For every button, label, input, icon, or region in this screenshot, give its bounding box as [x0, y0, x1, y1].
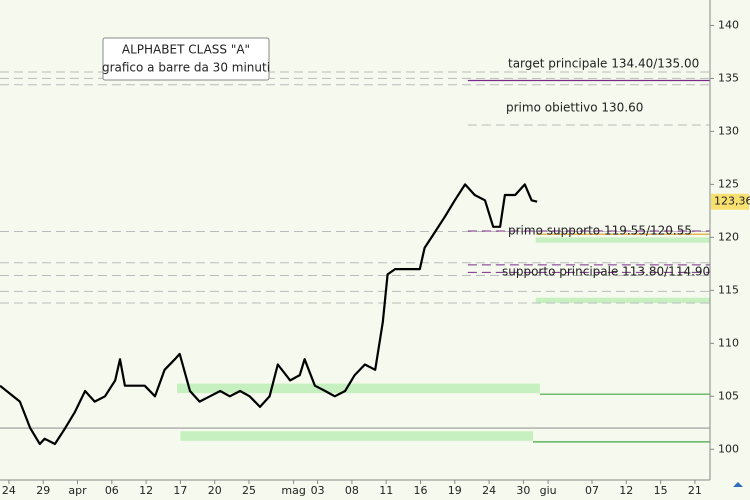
- zone: [180, 431, 534, 441]
- x-tick-label: 12: [619, 484, 633, 497]
- x-tick-label: 11: [379, 484, 393, 497]
- x-tick-label: 08: [345, 484, 359, 497]
- chart-title: ALPHABET CLASS "A": [122, 43, 250, 57]
- title-box: [102, 37, 270, 81]
- x-tick-label: 12: [139, 484, 153, 497]
- x-tick-label: giu: [540, 484, 557, 497]
- x-tick-label: 29: [36, 484, 50, 497]
- x-tick-label: 06: [105, 484, 119, 497]
- x-tick-label: apr: [68, 484, 87, 497]
- last-price-label: 123,36: [714, 195, 750, 208]
- annotation: target principale 134.40/135.00: [508, 57, 699, 71]
- annotation: primo supporto 119.55/120.55: [508, 224, 692, 238]
- y-tick-label: 115: [718, 283, 739, 296]
- axis-background: [0, 480, 710, 500]
- x-tick-label: 24: [482, 484, 496, 497]
- x-tick-label: 25: [242, 484, 256, 497]
- x-tick-label: 15: [654, 484, 668, 497]
- zone: [535, 297, 710, 304]
- y-tick-label: 100: [718, 442, 739, 455]
- annotation: supporto principale 113.80/114.90: [502, 265, 710, 279]
- x-tick-label: 21: [688, 484, 702, 497]
- price-line: [0, 183, 538, 446]
- y-tick-label: 140: [718, 18, 739, 31]
- x-tick-label: mag: [281, 484, 305, 497]
- axis-background: [710, 0, 750, 500]
- zone: [535, 237, 710, 243]
- x-tick-label: 20: [208, 484, 222, 497]
- annotation: primo obiettivo 130.60: [506, 101, 643, 115]
- x-tick-label: 16: [414, 484, 428, 497]
- scroll-button[interactable]: [733, 482, 743, 487]
- y-tick-label: 105: [718, 389, 739, 402]
- zone: [176, 383, 540, 394]
- y-tick-label: 135: [718, 71, 739, 84]
- x-tick-label: 30: [516, 484, 530, 497]
- last-price-box: [711, 193, 749, 210]
- x-tick-label: 07: [585, 484, 599, 497]
- x-tick-label: 17: [173, 484, 187, 497]
- x-tick-label: 19: [448, 484, 462, 497]
- y-tick-label: 125: [718, 177, 739, 190]
- y-tick-label: 120: [718, 230, 739, 243]
- y-tick-label: 110: [718, 336, 739, 349]
- chart-subtitle: grafico a barre da 30 minuti: [102, 61, 270, 75]
- x-tick-label: 03: [311, 484, 325, 497]
- y-tick-label: 130: [718, 124, 739, 137]
- x-tick-label: 24: [2, 484, 16, 497]
